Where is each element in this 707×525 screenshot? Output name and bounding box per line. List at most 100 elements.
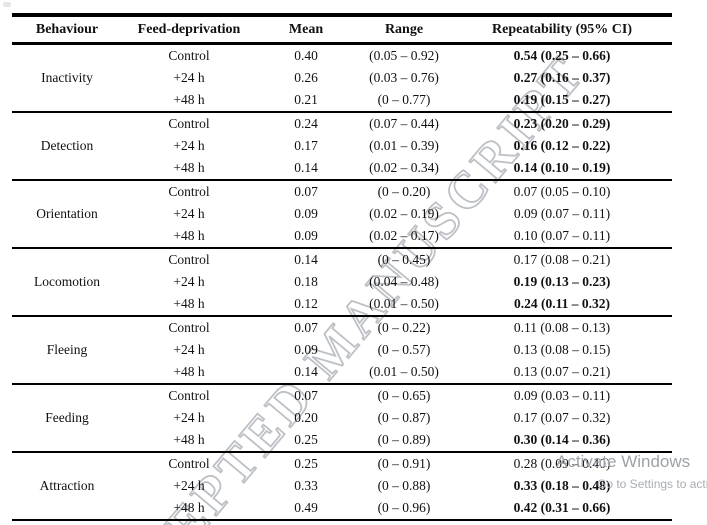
treatment-cell: +48 h — [173, 92, 205, 107]
repeatability-cell: 0.16 (0.12 – 0.22) — [513, 138, 611, 153]
behaviour-label: Orientation — [12, 179, 122, 248]
table-row: +24 h 0.33 (0 – 0.88) 0.33 (0.18 – 0.48) — [12, 475, 672, 497]
table-row: +48 h 0.49 (0 – 0.96) 0.42 (0.31 – 0.66) — [12, 497, 672, 520]
table-row: +48 h 0.14 (0.01 – 0.50) 0.13 (0.07 – 0.21) — [12, 361, 672, 384]
range-cell: (0.05 – 0.92) — [369, 48, 439, 63]
table-row: +48 h 0.25 (0 – 0.89) 0.30 (0.14 – 0.36) — [12, 429, 672, 452]
column-header-repeatability: Repeatability (95% CI) — [452, 15, 672, 45]
repeatability-cell: 0.27 (0.16 – 0.37) — [513, 70, 611, 85]
treatment-cell: Control — [122, 315, 256, 339]
behaviour-label: Detection — [12, 111, 122, 180]
behaviour-label: Locomotion — [12, 247, 122, 316]
mean-cell: 0.25 — [256, 451, 356, 475]
behaviour-label: Attraction — [12, 451, 122, 520]
column-header-feed-deprivation: Feed-deprivation — [122, 15, 256, 45]
repeatability-cell: 0.13 (0.07 – 0.21) — [513, 364, 611, 379]
mean-cell: 0.21 — [294, 92, 318, 107]
range-cell: (0.07 – 0.44) — [356, 111, 452, 135]
range-cell: (0.01 – 0.50) — [369, 364, 439, 379]
treatment-cell: +24 h — [173, 70, 205, 85]
mean-cell: 0.14 — [294, 364, 318, 379]
repeatability-cell: 0.19 (0.15 – 0.27) — [513, 92, 611, 107]
mean-cell: 0.07 — [256, 383, 356, 407]
table-row: +24 h 0.09 (0.02 – 0.19) 0.09 (0.07 – 0.11) — [12, 203, 672, 225]
repeatability-cell: 0.19 (0.13 – 0.23) — [513, 274, 611, 289]
range-cell: (0 – 0.91) — [356, 451, 452, 475]
repeatability-cell: 0.09 (0.03 – 0.11) — [452, 383, 672, 407]
scan-artifact — [3, 2, 11, 7]
mean-cell: 0.14 — [294, 160, 318, 175]
mean-cell: 0.40 — [294, 48, 318, 63]
table-row: +24 h 0.20 (0 – 0.87) 0.17 (0.07 – 0.32) — [12, 407, 672, 429]
mean-cell: 0.14 — [256, 247, 356, 271]
treatment-cell: +24 h — [173, 274, 205, 289]
table-row: Fleeing Control 0.07 (0 – 0.22) 0.11 (0.08 –… — [12, 315, 672, 384]
mean-cell: 0.24 — [256, 111, 356, 135]
mean-cell: 0.07 — [256, 315, 356, 339]
mean-cell: 0.07 — [256, 179, 356, 203]
activate-windows-subtext: Go to Settings to activate — [597, 477, 707, 491]
table-header: Behaviour Feed-deprivation Mean Range Re… — [12, 15, 672, 45]
range-cell: (0 – 0.22) — [356, 315, 452, 339]
behaviour-label: Inactivity — [41, 70, 93, 85]
range-cell: (0 – 0.65) — [356, 383, 452, 407]
range-cell: (0 – 0.96) — [377, 500, 431, 515]
treatment-cell: Control — [122, 247, 256, 271]
table-row: Attraction Control 0.25 (0 – 0.91) 0.28 (0.0… — [12, 451, 672, 520]
table-row: +48 h 0.09 (0.02 – 0.17) 0.10 (0.07 – 0.11) — [12, 225, 672, 248]
repeatability-cell: 0.14 (0.10 – 0.19) — [513, 160, 611, 175]
range-cell: (0.01 – 0.50) — [369, 296, 439, 311]
mean-cell: 0.17 — [294, 138, 318, 153]
range-cell: (0 – 0.88) — [377, 478, 431, 493]
table-row: Feeding Control 0.07 (0 – 0.65) 0.09 (0.03 –… — [12, 383, 672, 452]
mean-cell: 0.33 — [294, 478, 318, 493]
repeatability-cell: 0.23 (0.20 – 0.29) — [452, 111, 672, 135]
repeatability-cell: 0.42 (0.31 – 0.66) — [513, 500, 611, 515]
range-cell: (0 – 0.57) — [377, 342, 431, 357]
column-header-range: Range — [356, 15, 452, 45]
treatment-cell: Control — [122, 111, 256, 135]
repeatability-cell: 0.11 (0.08 – 0.13) — [452, 315, 672, 339]
range-cell: (0 – 0.20) — [356, 179, 452, 203]
behaviour-label: Fleeing — [12, 315, 122, 384]
repeatability-cell: 0.17 (0.08 – 0.21) — [452, 247, 672, 271]
range-cell: (0.04 – 0.48) — [369, 274, 439, 289]
mean-cell: 0.18 — [294, 274, 318, 289]
table-row: +24 h 0.18 (0.04 – 0.48) 0.19 (0.13 – 0.23) — [12, 271, 672, 293]
range-cell: (0 – 0.45) — [356, 247, 452, 271]
column-header-mean: Mean — [256, 15, 356, 45]
treatment-cell: Control — [122, 451, 256, 475]
table-row: +24 h 0.26 (0.03 – 0.76) 0.27 (0.16 – 0.37) — [12, 67, 672, 89]
range-cell: (0.03 – 0.76) — [369, 70, 439, 85]
repeatability-cell: 0.54 (0.25 – 0.66) — [513, 48, 611, 63]
repeatability-cell: 0.24 (0.11 – 0.32) — [514, 296, 610, 311]
mean-cell: 0.09 — [294, 342, 318, 357]
range-cell: (0 – 0.87) — [377, 410, 431, 425]
repeatability-cell: 0.10 (0.07 – 0.11) — [513, 228, 611, 243]
mean-cell: 0.09 — [294, 228, 318, 243]
treatment-cell: +48 h — [173, 160, 205, 175]
table-row: Detection Control 0.24 (0.07 – 0.44) 0.23 (0… — [12, 111, 672, 180]
treatment-cell: +24 h — [173, 478, 205, 493]
table-row: +48 h 0.12 (0.01 – 0.50) 0.24 (0.11 – 0.32) — [12, 293, 672, 316]
treatment-cell: Control — [168, 48, 210, 63]
table-row: Inactivity Control 0.40 (0.05 – 0.92) 0.54 (… — [12, 44, 672, 85]
table-body: Inactivity Control 0.40 (0.05 – 0.92) 0.54 (… — [12, 44, 672, 520]
treatment-cell: +48 h — [173, 296, 205, 311]
treatment-cell: +48 h — [173, 228, 205, 243]
treatment-cell: +24 h — [173, 206, 205, 221]
range-cell: (0.02 – 0.34) — [369, 160, 439, 175]
range-cell: (0.01 – 0.39) — [369, 138, 439, 153]
column-header-behaviour: Behaviour — [12, 15, 122, 45]
range-cell: (0.02 – 0.17) — [369, 228, 439, 243]
mean-cell: 0.20 — [294, 410, 318, 425]
treatment-cell: +24 h — [173, 410, 205, 425]
treatment-cell: +24 h — [173, 342, 205, 357]
mean-cell: 0.49 — [294, 500, 318, 515]
mean-cell: 0.12 — [294, 296, 318, 311]
mean-cell: 0.26 — [294, 70, 318, 85]
table-row: +24 h 0.17 (0.01 – 0.39) 0.16 (0.12 – 0.22) — [12, 135, 672, 157]
treatment-cell: Control — [122, 179, 256, 203]
header-row: Behaviour Feed-deprivation Mean Range Re… — [12, 15, 672, 45]
